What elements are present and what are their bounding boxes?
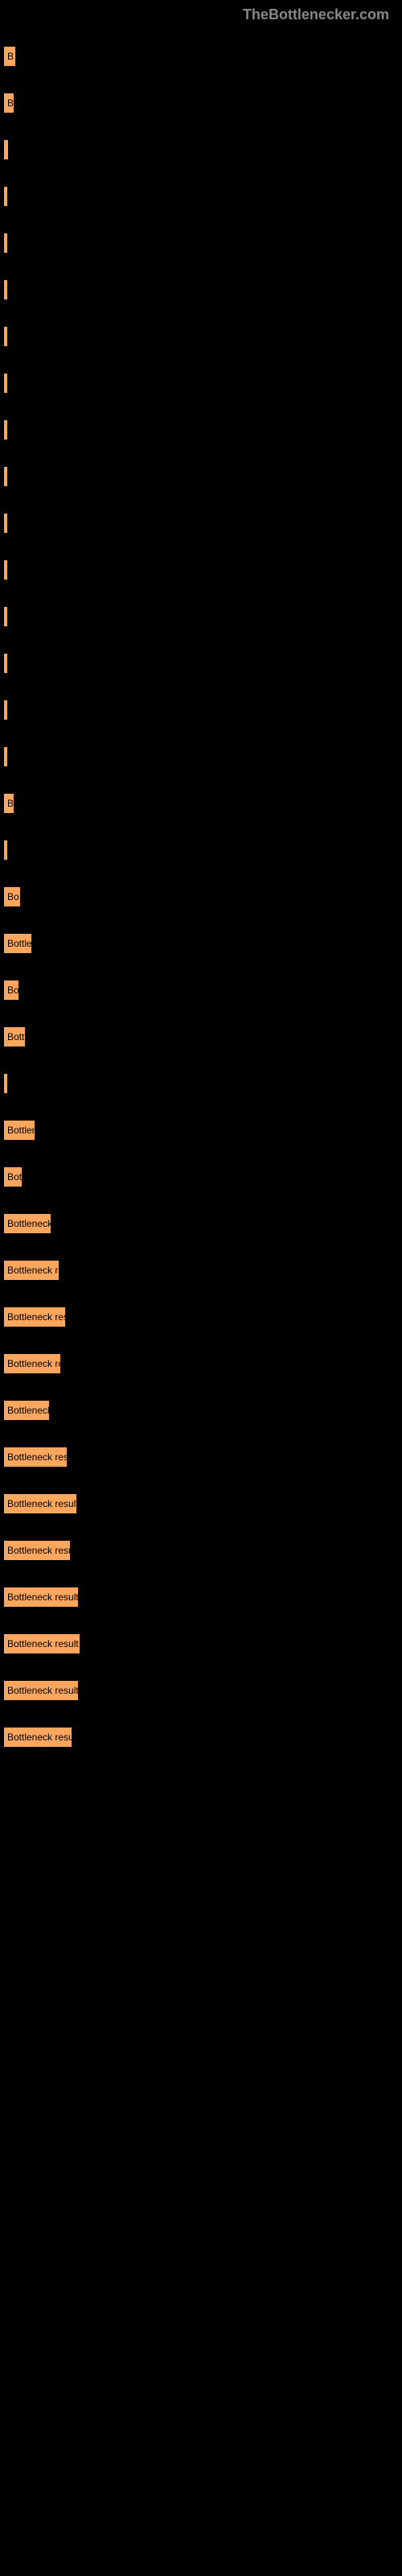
bar-row: [3, 653, 399, 674]
bar-row: Bo: [3, 886, 399, 907]
bar-row: [3, 466, 399, 487]
bar-row: [3, 326, 399, 347]
bar: [3, 373, 8, 394]
bar-row: [3, 186, 399, 207]
bar: B: [3, 139, 9, 160]
bar-row: B: [3, 46, 399, 67]
bar-row: Bottleneck: [3, 1400, 399, 1421]
bar-row: B: [3, 139, 399, 160]
bar-row: Bo: [3, 980, 399, 1001]
bar-row: [3, 840, 399, 861]
bar: Bottleneck result: [3, 1680, 79, 1701]
bar: [3, 653, 8, 674]
bar-row: [3, 233, 399, 254]
bar-row: Bottleneck result: [3, 1493, 399, 1514]
bar: Bottleneck result: [3, 1587, 79, 1608]
bar: [3, 466, 8, 487]
bar: Bottleneck res: [3, 1447, 68, 1468]
bar: [3, 840, 8, 861]
bar-row: Bottleneck re: [3, 1353, 399, 1374]
bar: Bottlen: [3, 1120, 35, 1141]
bar: Bottleneck re: [3, 1353, 61, 1374]
bar: [3, 186, 8, 207]
bar: Bottleneck resu: [3, 1540, 71, 1561]
bar-row: Bottleneck res: [3, 1307, 399, 1327]
bar: B: [3, 93, 14, 114]
bar: [3, 279, 8, 300]
bar: Bottleneck: [3, 1213, 51, 1234]
bar-row: Bottleneck result: [3, 1587, 399, 1608]
bar-row: B: [3, 93, 399, 114]
bar: [3, 513, 8, 534]
bar: Bottleneck result: [3, 1633, 80, 1654]
bar-row: Bottlen: [3, 1120, 399, 1141]
bar: Bottleneck result: [3, 1493, 77, 1514]
bar-row: Bottleneck res: [3, 1447, 399, 1468]
bar-row: Bottleneck: [3, 1213, 399, 1234]
bar: Bottleneck resu: [3, 1727, 72, 1748]
bar: Bo: [3, 980, 19, 1001]
site-header: TheBottlenecker.com: [0, 0, 402, 30]
bar: Bottler: [3, 933, 32, 954]
site-title: TheBottlenecker.com: [243, 6, 389, 23]
bar-row: Bottleneck result: [3, 1680, 399, 1701]
bar: [3, 233, 8, 254]
bar-row: B: [3, 793, 399, 814]
bar-row: Bottleneck re: [3, 1260, 399, 1281]
bar-row: Bottleneck result: [3, 1633, 399, 1654]
bar: B: [3, 46, 16, 67]
bar: Bo: [3, 886, 21, 907]
bar-row: Bottler: [3, 933, 399, 954]
bar-row: [3, 513, 399, 534]
bar-chart: B B B B Bo Bottler Bo Bott Bottlen Bot Bottleneck B…: [0, 30, 402, 1790]
bar: [3, 606, 8, 627]
bar: [3, 746, 8, 767]
bar-row: [3, 373, 399, 394]
bar-row: Bott: [3, 1026, 399, 1047]
bar: [3, 559, 8, 580]
bar: [3, 419, 8, 440]
bar-row: Bottleneck resu: [3, 1540, 399, 1561]
bar: [3, 1073, 8, 1094]
bar: Bottleneck re: [3, 1260, 59, 1281]
bar: Bottleneck res: [3, 1307, 66, 1327]
bar: Bott: [3, 1026, 26, 1047]
bar-row: [3, 419, 399, 440]
bar: [3, 700, 8, 720]
bar: Bottleneck: [3, 1400, 50, 1421]
bar: [3, 326, 8, 347]
bar-row: Bottleneck resu: [3, 1727, 399, 1748]
bar-row: [3, 746, 399, 767]
bar-row: Bot: [3, 1166, 399, 1187]
bar: Bot: [3, 1166, 23, 1187]
bar-row: [3, 279, 399, 300]
bar-row: [3, 700, 399, 720]
bar: B: [3, 793, 14, 814]
bar-row: [3, 559, 399, 580]
bar-row: [3, 606, 399, 627]
bar-row: [3, 1073, 399, 1094]
